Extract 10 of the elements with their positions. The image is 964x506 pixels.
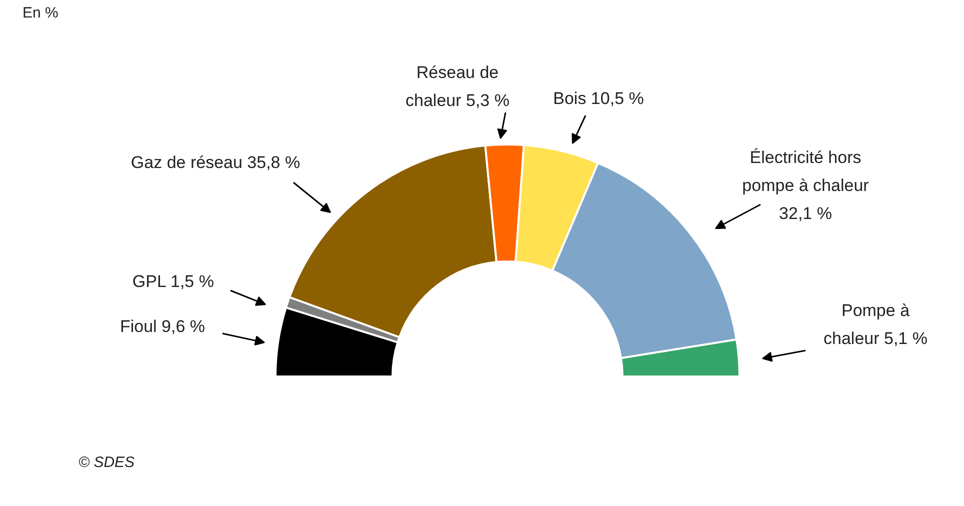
slice-label: Pompe à chaleur 5,1 % [824,301,928,348]
slice-label: GPL 1,5 % [132,272,214,291]
slice-label: Réseau de chaleur 5,3 % [406,63,510,110]
chart-subtitle: En % [22,4,58,22]
slice-label: Électricité hors pompe à chaleur [742,148,870,195]
data-label: 32,1 % [779,204,832,223]
slice-label: Fioul 9,6 % [120,317,206,336]
slice-label: Bois 10,5 % [553,89,644,108]
slice-label: Gaz de réseau 35,8 % [130,153,300,172]
text: © SDES [78,454,135,471]
